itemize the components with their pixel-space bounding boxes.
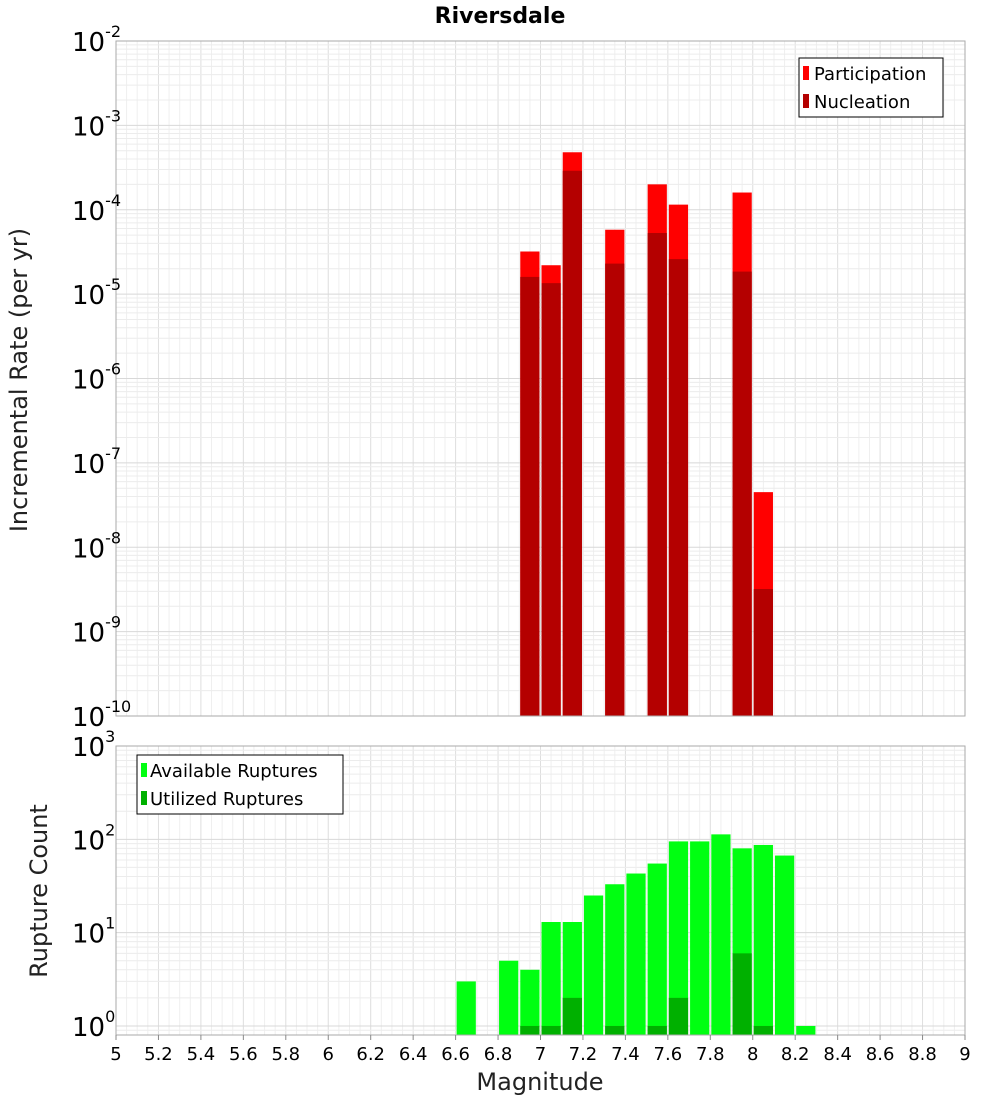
legend-swatch-utilized xyxy=(141,791,147,805)
x-tick-label: 7.8 xyxy=(696,1044,725,1065)
y-tick-label: 10-5 xyxy=(72,275,121,311)
rate-bar-nucleation xyxy=(668,259,689,716)
rate-panel: 10-10 10-9 10-8 10-7 10-6 10-5 10-4 10-3 10-2 xyxy=(72,22,966,733)
legend-swatch-available xyxy=(141,763,147,777)
count-bar-available-ruptures xyxy=(626,873,646,1035)
count-bar-utilized-ruptures xyxy=(520,1025,540,1035)
legend-label-utilized: Utilized Ruptures xyxy=(150,789,303,810)
count-legend-box xyxy=(136,754,344,815)
count-bar-available-ruptures xyxy=(796,1025,816,1035)
x-tick-label: 8.2 xyxy=(781,1044,810,1065)
count-bars xyxy=(456,834,816,1035)
x-tick-label: 6.4 xyxy=(399,1044,428,1065)
x-tick-label: 5.4 xyxy=(187,1044,216,1065)
x-tick-label: 5.6 xyxy=(229,1044,258,1065)
count-bar-utilized-ruptures xyxy=(668,997,689,1035)
rate-bar-nucleation xyxy=(541,283,561,716)
count-bar-available-ruptures xyxy=(520,969,540,1035)
y-tick-label: 10-10 xyxy=(72,697,131,733)
y-tick-label: 10-4 xyxy=(72,191,121,227)
x-axis-ticks: 5 5.2 5.4 5.6 5.8 6 6.2 6.4 6.6 6.8 7 7.2 7.4 7.6 7.8 8… xyxy=(110,1035,971,1065)
x-tick-label: 8 xyxy=(747,1044,758,1065)
y-tick-label: 10-7 xyxy=(72,444,121,480)
x-tick-label: 7.4 xyxy=(611,1044,640,1065)
rate-bar-nucleation xyxy=(647,233,667,716)
y-tick-label: 103 xyxy=(72,727,115,763)
y-tick-label: 100 xyxy=(72,1007,115,1043)
count-bar-utilized-ruptures xyxy=(753,1025,773,1035)
x-tick-label: 9 xyxy=(959,1044,970,1065)
y-tick-label: 10-2 xyxy=(72,22,121,58)
count-bar-utilized-ruptures xyxy=(647,1025,667,1035)
count-bar-utilized-ruptures xyxy=(605,1025,625,1035)
rate-legend: Participation Nucleation xyxy=(798,57,944,118)
count-y-axis-label: Rupture Count xyxy=(25,804,53,978)
x-tick-label: 5.8 xyxy=(271,1044,300,1065)
count-y-ticks: 100 101 102 103 xyxy=(72,727,115,1043)
x-tick-label: 6.8 xyxy=(484,1044,513,1065)
x-tick-label: 5.2 xyxy=(144,1044,173,1065)
x-axis-label: Magnitude xyxy=(476,1068,603,1096)
count-legend: Available Ruptures Utilized Ruptures xyxy=(136,754,344,815)
count-bar-available-ruptures xyxy=(605,884,625,1035)
count-bar-utilized-ruptures xyxy=(732,953,752,1035)
y-tick-label: 10-6 xyxy=(72,360,121,396)
x-tick-label: 5 xyxy=(110,1044,121,1065)
x-tick-label: 6.2 xyxy=(356,1044,385,1065)
rate-bar-nucleation xyxy=(605,263,625,716)
count-bar-utilized-ruptures xyxy=(541,1025,561,1035)
count-bar-available-ruptures xyxy=(499,960,519,1035)
rate-bar-nucleation xyxy=(562,170,582,716)
count-bar-available-ruptures xyxy=(753,844,773,1035)
chart-title: Riversdale xyxy=(435,4,566,29)
count-bar-utilized-ruptures xyxy=(562,997,582,1035)
count-bar-available-ruptures xyxy=(711,834,731,1035)
x-tick-label: 8.8 xyxy=(908,1044,937,1065)
legend-label-nucleation: Nucleation xyxy=(814,92,910,113)
rate-legend-box xyxy=(798,57,944,118)
x-tick-label: 7.6 xyxy=(654,1044,683,1065)
rate-grid xyxy=(115,40,966,717)
count-bar-available-ruptures xyxy=(456,981,476,1035)
y-tick-label: 10-8 xyxy=(72,528,121,564)
x-tick-label: 8.6 xyxy=(866,1044,895,1065)
legend-swatch-participation xyxy=(803,66,809,80)
rate-bars xyxy=(520,152,773,717)
x-tick-label: 6.6 xyxy=(441,1044,470,1065)
count-bar-available-ruptures xyxy=(541,922,561,1035)
rate-plot-frame xyxy=(115,40,966,717)
count-bar-available-ruptures xyxy=(647,863,667,1035)
legend-swatch-nucleation xyxy=(803,94,809,108)
x-tick-label: 6 xyxy=(323,1044,334,1065)
rate-bar-nucleation xyxy=(732,271,752,716)
x-tick-label: 7 xyxy=(535,1044,546,1065)
rate-y-axis-label: Incremental Rate (per yr) xyxy=(5,228,33,532)
y-tick-label: 10-9 xyxy=(72,613,121,649)
y-tick-label: 101 xyxy=(72,914,115,950)
legend-label-available: Available Ruptures xyxy=(150,761,318,782)
x-tick-label: 8.4 xyxy=(823,1044,852,1065)
rate-y-ticks: 10-10 10-9 10-8 10-7 10-6 10-5 10-4 10-3 10-2 xyxy=(72,22,131,733)
count-panel: 100 101 102 103 5 5.2 5.4 5.6 5.8 6 6.2 6.4 6.6 6.8 7… xyxy=(72,727,971,1065)
count-bar-available-ruptures xyxy=(583,895,604,1035)
rate-bar-nucleation xyxy=(520,276,540,716)
rate-bar-nucleation xyxy=(753,589,773,716)
count-bar-available-ruptures xyxy=(690,841,710,1035)
y-tick-label: 10-3 xyxy=(72,106,121,142)
y-tick-label: 102 xyxy=(72,820,115,856)
x-tick-label: 7.2 xyxy=(569,1044,598,1065)
count-bar-available-ruptures xyxy=(774,855,795,1035)
legend-label-participation: Participation xyxy=(814,64,926,85)
count-bar-available-ruptures xyxy=(668,841,689,1035)
